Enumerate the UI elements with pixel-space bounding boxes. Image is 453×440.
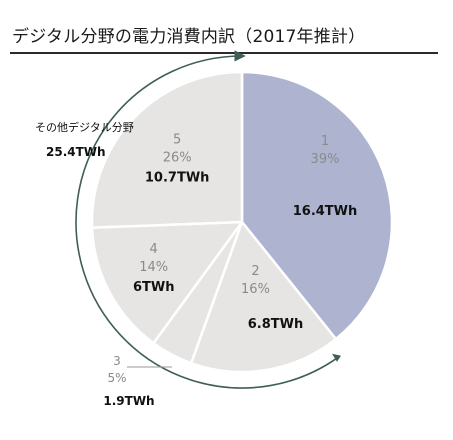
slice-3-value-label: 1.9TWh [103, 394, 154, 408]
slice-labels: 1 39% 16.4TWh 2 16% 6.8TWh 3 5% 1.9TWh 4 14% 6TWh 5 2… [103, 133, 357, 408]
slice-2-percent-label: 16% [241, 282, 270, 297]
pie-slice-1 [240, 70, 394, 341]
slice-2-index-label: 2 [251, 264, 259, 279]
group-arc-start-arrowhead [331, 353, 341, 362]
slice-4-value-label: 6TWh [133, 280, 175, 295]
pie-slices [90, 70, 394, 374]
slice-3-index-label: 3 [113, 354, 121, 368]
other-digital-group-arc [75, 50, 340, 389]
pie-slice-4 [90, 220, 244, 345]
slice-1-index-label: 1 [321, 134, 329, 149]
chart-title: デジタル分野の電力消費内訳（2017年推計） [12, 27, 366, 47]
title-divider [10, 52, 438, 54]
slice-1-value-label: 16.4TWh [293, 204, 358, 219]
slice-4-index-label: 4 [150, 242, 158, 257]
slice-3-percent-label: 5% [107, 371, 126, 385]
group-annotation: その他デジタル分野 25.4TWh [35, 120, 134, 159]
slice-1-percent-label: 39% [311, 152, 340, 167]
pie-slice-5 [90, 70, 244, 229]
slice-5-index-label: 5 [173, 133, 181, 148]
slice-2-value-label: 6.8TWh [248, 317, 304, 332]
slice-4-percent-label: 14% [139, 260, 168, 275]
slice-5-percent-label: 26% [163, 151, 192, 166]
group-annotation-label: その他デジタル分野 [35, 120, 134, 134]
group-annotation-value: 25.4TWh [46, 145, 106, 159]
slice-5-value-label: 10.7TWh [145, 171, 210, 186]
pie-slice-2 [189, 220, 338, 374]
